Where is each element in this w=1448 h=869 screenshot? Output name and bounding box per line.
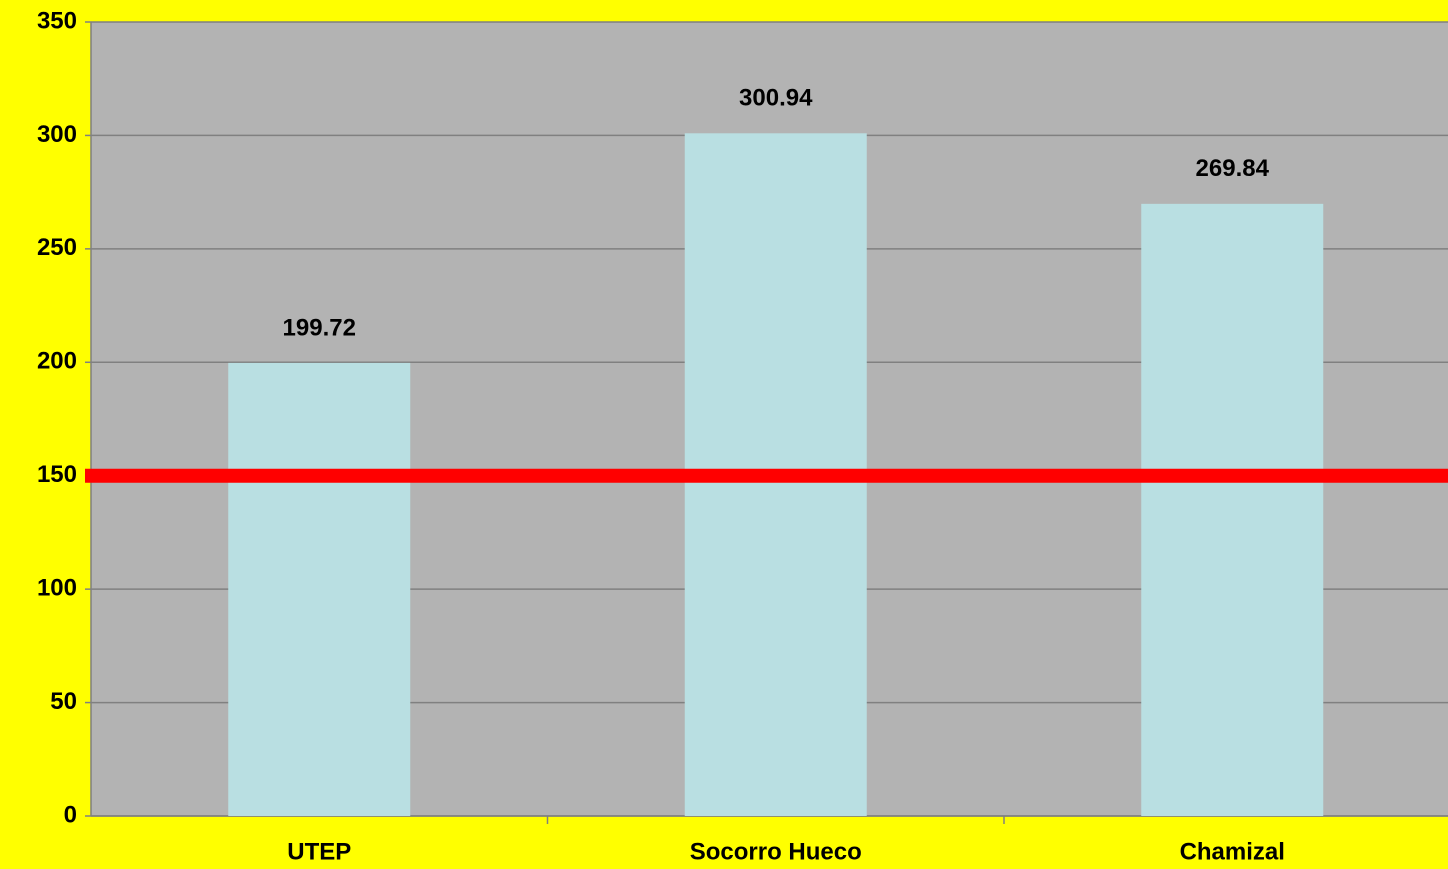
data-label: 300.94 — [739, 85, 813, 112]
y-tick-label: 200 — [37, 348, 77, 375]
y-tick-label: 100 — [37, 574, 77, 601]
y-tick-label: 350 — [37, 7, 77, 34]
x-tick-label: Chamizal — [1180, 838, 1285, 865]
y-tick-label: 50 — [50, 688, 77, 715]
y-tick-label: 150 — [37, 461, 77, 488]
x-tick-label: Socorro Hueco — [690, 838, 862, 865]
y-tick-label: 0 — [64, 801, 77, 828]
bar — [228, 362, 411, 816]
data-label: 199.72 — [283, 314, 356, 341]
y-tick-label: 300 — [37, 121, 77, 148]
bar — [1141, 203, 1324, 816]
data-label: 269.84 — [1196, 155, 1270, 182]
x-tick-label: UTEP — [287, 838, 351, 865]
y-tick-label: 250 — [37, 234, 77, 261]
